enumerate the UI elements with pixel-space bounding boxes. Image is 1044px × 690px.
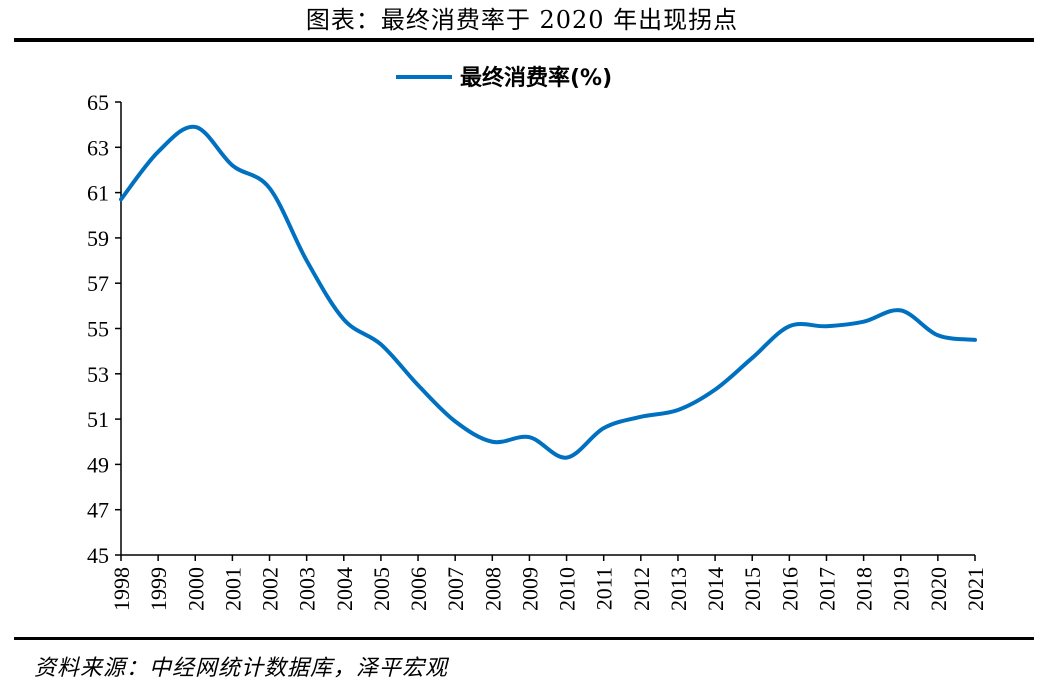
source-note: 资料来源：中经网统计数据库，泽平宏观 — [34, 656, 449, 681]
series-line-0 — [119, 124, 977, 460]
data-point — [342, 317, 346, 321]
x-tick-label: 2017 — [814, 567, 839, 611]
data-point — [602, 426, 606, 430]
data-point — [268, 186, 272, 190]
y-tick-label: 47 — [87, 498, 109, 523]
y-tick-label: 59 — [87, 226, 109, 251]
bottom-rule — [14, 637, 1034, 640]
x-tick-label: 2010 — [555, 567, 580, 611]
legend: 最终消费率(%) — [396, 65, 612, 91]
data-point — [119, 197, 123, 201]
data-point — [193, 125, 197, 129]
y-tick-label: 51 — [87, 407, 109, 432]
x-tick-label: 2013 — [666, 567, 691, 611]
x-tick-label: 2008 — [480, 567, 505, 611]
x-tick-label: 2019 — [889, 567, 914, 611]
x-tick-label: 2004 — [332, 567, 357, 611]
data-point — [565, 456, 569, 460]
data-point — [527, 435, 531, 439]
series-layer — [119, 124, 977, 460]
data-point — [490, 440, 494, 444]
data-point — [973, 338, 977, 342]
data-point — [824, 324, 828, 328]
data-point — [787, 324, 791, 328]
data-point — [750, 356, 754, 360]
data-point — [936, 333, 940, 337]
data-point — [676, 408, 680, 412]
data-point — [453, 419, 457, 423]
y-tick-label: 57 — [87, 271, 109, 296]
y-axis: 45 47 49 51 53 55 57 59 61 63 65 — [87, 90, 122, 568]
y-tick-label: 49 — [87, 452, 109, 477]
data-point — [899, 308, 903, 312]
x-axis: 1998 1999 2000 2001 2002 2003 2004 2005 2006 2007… — [109, 554, 988, 611]
x-tick-label: 2001 — [220, 567, 245, 611]
x-tick-label: 2016 — [777, 567, 802, 611]
data-point — [379, 342, 383, 346]
legend-label: 最终消费率(%) — [460, 65, 612, 91]
data-point — [416, 383, 420, 387]
x-tick-label: 2012 — [629, 567, 654, 611]
x-tick-label: 1998 — [109, 567, 134, 611]
y-tick-label: 55 — [87, 317, 109, 342]
y-tick-label: 63 — [87, 135, 109, 160]
x-tick-label: 2015 — [740, 567, 765, 611]
y-tick-label: 65 — [87, 90, 109, 115]
y-tick-label: 45 — [87, 543, 109, 568]
x-tick-label: 2000 — [183, 567, 208, 611]
data-point — [639, 415, 643, 419]
y-tick-label: 61 — [87, 181, 109, 206]
x-tick-label: 1999 — [146, 567, 171, 611]
x-tick-label: 2007 — [443, 567, 468, 611]
x-tick-label: 2014 — [703, 567, 728, 611]
x-tick-label: 2009 — [517, 567, 542, 611]
data-point — [713, 388, 717, 392]
data-point — [862, 320, 866, 324]
x-tick-label: 2003 — [295, 567, 320, 611]
x-tick-label: 2005 — [369, 567, 394, 611]
x-tick-label: 2002 — [258, 567, 283, 611]
x-tick-label: 2006 — [406, 567, 431, 611]
data-point — [305, 259, 309, 263]
y-tick-label: 53 — [87, 362, 109, 387]
data-point — [156, 150, 160, 154]
page-title: 图表：最终消费率于 2020 年出现拐点 — [305, 6, 739, 34]
x-tick-label: 2021 — [963, 567, 988, 611]
top-rule — [14, 38, 1034, 42]
data-point — [230, 163, 234, 167]
x-tick-label: 2018 — [852, 567, 877, 611]
x-tick-label: 2011 — [592, 567, 617, 610]
x-tick-label: 2020 — [926, 567, 951, 611]
